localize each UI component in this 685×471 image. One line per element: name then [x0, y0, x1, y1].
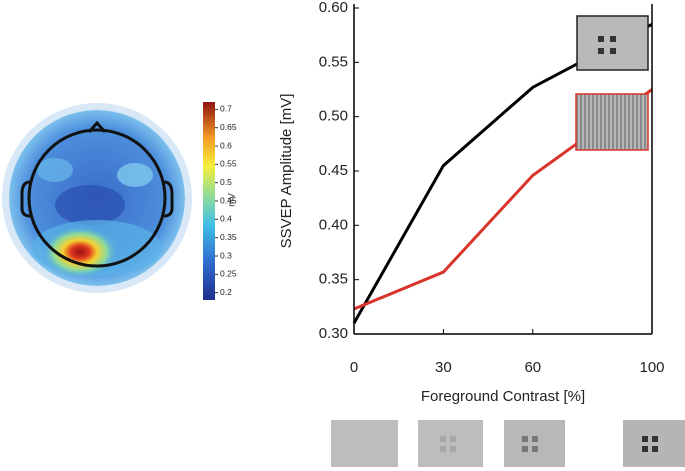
x-axis-title: Foreground Contrast [%]	[421, 388, 585, 405]
colorbar-tick-label: 0.4	[220, 214, 232, 224]
x-tick-label: 30	[435, 359, 452, 376]
colorbar-tick-label: 0.55	[220, 159, 237, 169]
y-axis-title: SSVEP Amplitude [mV]	[278, 94, 295, 249]
y-tick-label: 0.30	[319, 325, 348, 342]
colorbar-label: mV	[226, 193, 236, 207]
inset-dot	[598, 36, 604, 42]
x-tick-label: 100	[639, 359, 664, 376]
inset-dot	[598, 48, 604, 54]
colorbar-tick-label: 0.25	[220, 269, 237, 279]
colorbar	[203, 102, 215, 300]
colorbar-tick-label: 0.35	[220, 232, 237, 242]
inset-thumb	[576, 15, 649, 71]
stimulus-thumbnails	[331, 420, 685, 467]
y-tick-label: 0.40	[319, 216, 348, 233]
y-tick-label: 0.50	[319, 108, 348, 125]
colorbar-tick-label: 0.2	[220, 287, 232, 297]
x-tick-label: 60	[524, 359, 541, 376]
y-tick-label: 0.45	[319, 162, 348, 179]
colorbar-tick-label: 0.6	[220, 140, 232, 150]
inset-dot	[610, 36, 616, 42]
x-tick-label: 0	[350, 359, 358, 376]
inset-dot	[610, 48, 616, 54]
y-tick-label: 0.35	[319, 271, 348, 288]
colorbar-tick-label: 0.7	[220, 104, 232, 114]
colorbar-tick-label: 0.45	[220, 195, 237, 205]
colorbar-tick-label: 0.65	[220, 122, 237, 132]
y-tick-label: 0.60	[319, 0, 348, 16]
inset-thumbnails	[575, 15, 649, 151]
colorbar-tick-label: 0.3	[220, 250, 232, 260]
topomap	[2, 103, 192, 293]
y-tick-label: 0.55	[319, 53, 348, 70]
inset-thumb	[575, 93, 649, 151]
colorbar-tick-label: 0.5	[220, 177, 232, 187]
